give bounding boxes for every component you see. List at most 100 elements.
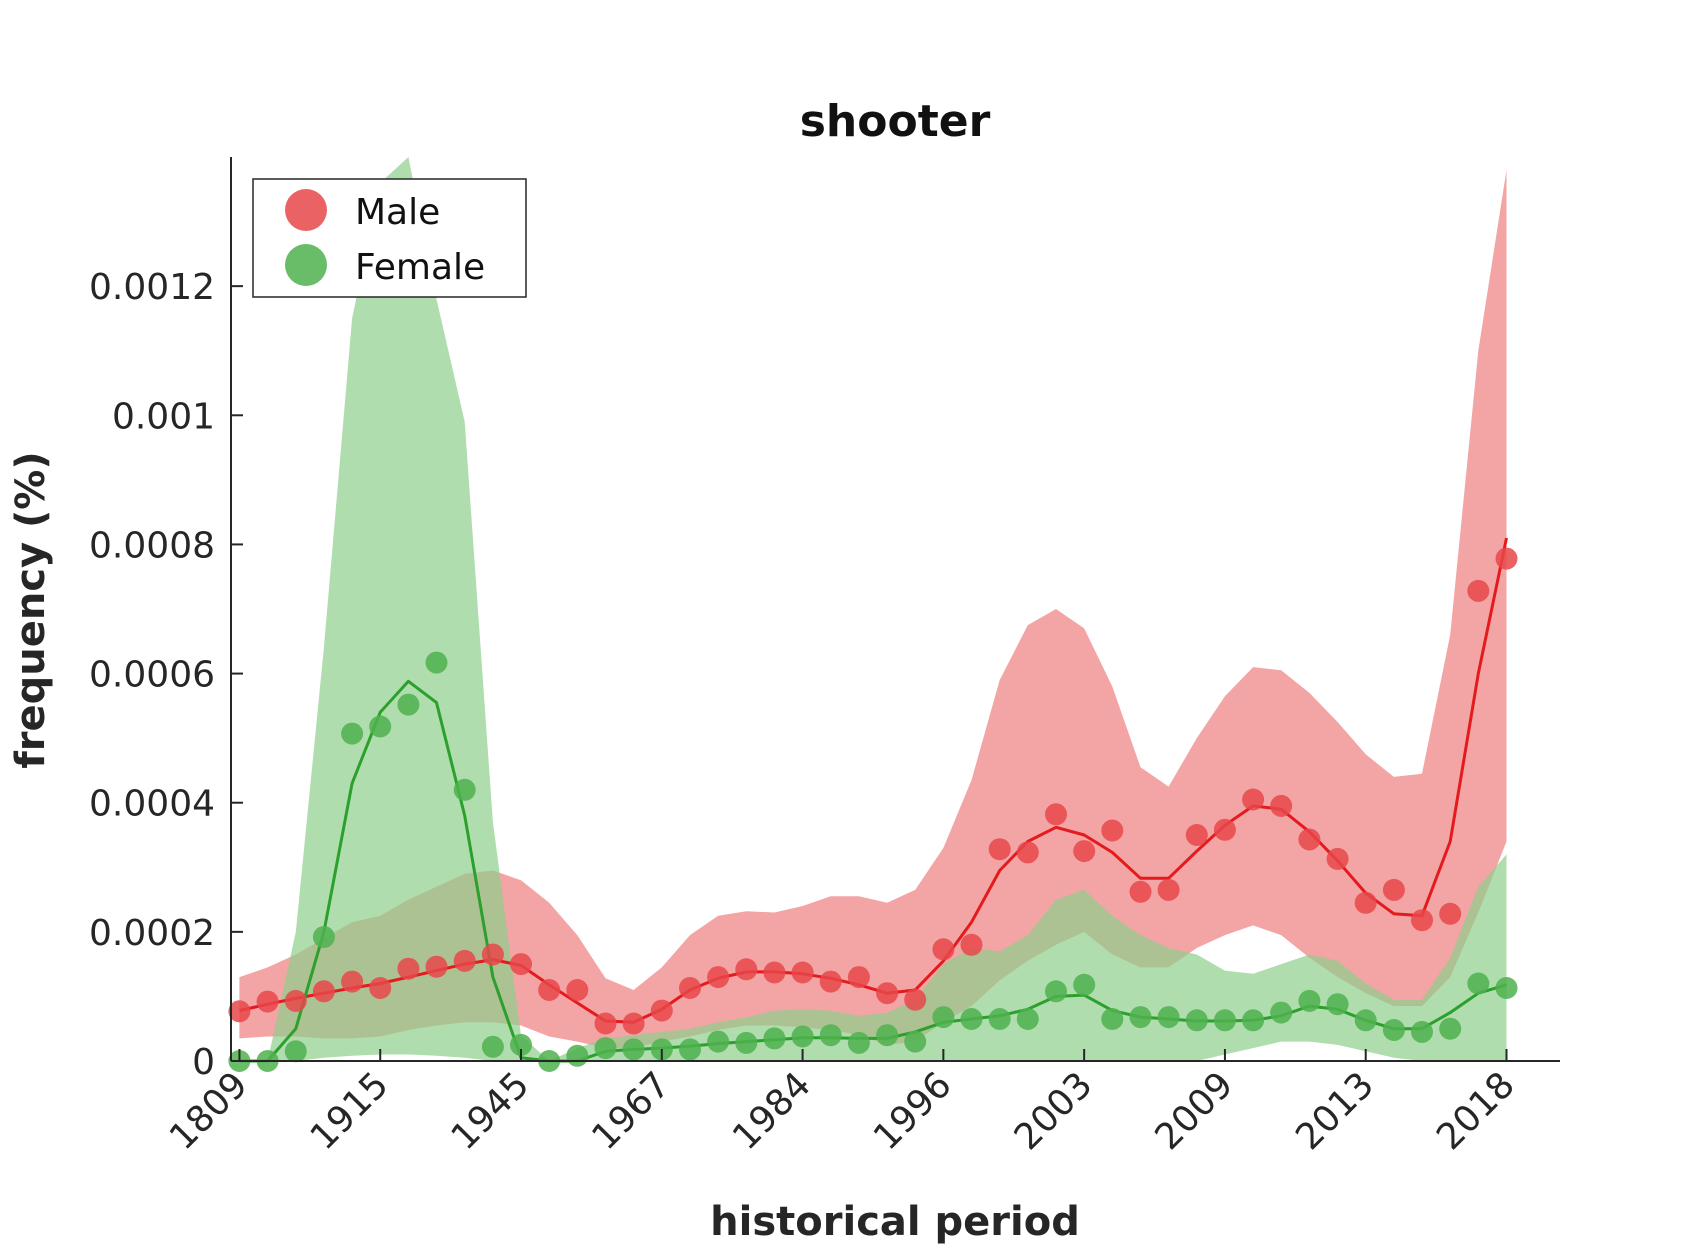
data-point-male (1467, 579, 1490, 602)
data-point-female (763, 1027, 786, 1050)
data-point-female (791, 1025, 814, 1048)
data-point-female (566, 1044, 589, 1067)
data-point-female (1213, 1009, 1236, 1032)
data-point-female (622, 1038, 645, 1061)
data-point-male (481, 943, 504, 966)
data-point-female (397, 693, 420, 716)
legend-marker-female (285, 244, 327, 286)
data-point-female (1129, 1006, 1152, 1029)
data-point-male (1354, 891, 1377, 914)
trend-line-female (239, 679, 1507, 1063)
data-point-female (1354, 1009, 1377, 1032)
data-points (228, 547, 1518, 1072)
data-point-male (1326, 847, 1349, 870)
data-point-male (1129, 880, 1152, 903)
data-point-female (1101, 1008, 1124, 1030)
data-point-male (932, 938, 955, 961)
data-point-male (369, 977, 392, 999)
data-point-male (1157, 878, 1180, 901)
data-point-female (453, 778, 476, 801)
data-point-male (453, 949, 476, 972)
y-tick-label: 0 (192, 1042, 215, 1083)
legend-label-male: Male (355, 192, 440, 233)
y-tick-label: 0.0002 (89, 913, 215, 954)
data-point-male (960, 933, 983, 956)
data-point-female (1270, 1001, 1293, 1024)
data-point-female (932, 1006, 955, 1029)
data-point-male (538, 979, 561, 1001)
y-ticks: 0 0.0002 0.0004 0.0006 0.0008 0.001 0.0012 (89, 267, 243, 1083)
data-point-female (988, 1008, 1011, 1030)
data-point-male (819, 970, 842, 993)
data-point-female (819, 1024, 842, 1047)
data-point-male (707, 966, 730, 989)
y-tick-label: 0.0004 (89, 784, 215, 825)
data-point-male (397, 957, 420, 980)
data-point-female (1073, 973, 1096, 996)
data-point-male (510, 953, 532, 976)
trend-lines (239, 537, 1508, 1063)
legend-label-female: Female (355, 247, 485, 288)
data-point-male (566, 979, 589, 1001)
data-point-female (1439, 1017, 1462, 1040)
data-point-female (284, 1040, 307, 1063)
data-point-male (1495, 547, 1518, 570)
data-point-female (679, 1038, 701, 1061)
data-point-female (1298, 989, 1321, 1012)
chart-title: shooter (800, 96, 991, 147)
data-point-female (1157, 1006, 1180, 1029)
data-point-male (256, 990, 279, 1013)
legend: Male Female (252, 178, 527, 298)
data-point-male (763, 961, 786, 984)
data-point-male (1298, 828, 1321, 851)
data-point-female (1242, 1009, 1265, 1032)
data-point-female (481, 1035, 504, 1058)
data-point-male (1045, 803, 1067, 826)
confidence-band-female (239, 157, 1507, 1061)
data-point-male (1101, 819, 1124, 842)
data-point-male (1439, 902, 1462, 925)
data-point-female (707, 1030, 730, 1053)
data-point-female (960, 1008, 983, 1030)
data-point-female (1326, 993, 1349, 1016)
data-point-female (1495, 977, 1518, 999)
data-point-male (425, 955, 448, 978)
data-point-male (791, 961, 814, 984)
data-point-male (1213, 818, 1236, 841)
data-point-male (679, 977, 701, 999)
data-point-male (847, 966, 870, 989)
y-tick-label: 0.001 (112, 396, 215, 437)
data-point-female (735, 1031, 758, 1054)
data-point-male (341, 970, 364, 993)
y-axis-label: frequency (%) (8, 451, 54, 768)
data-point-male (1411, 909, 1433, 932)
data-point-male (735, 958, 758, 981)
data-point-female (847, 1031, 870, 1054)
data-point-female (876, 1024, 899, 1047)
data-point-male (876, 982, 899, 1005)
data-point-male (1270, 794, 1293, 817)
data-point-male (228, 1000, 251, 1023)
data-point-male (312, 980, 335, 1003)
data-point-male (284, 989, 307, 1012)
data-point-male (1016, 841, 1039, 864)
data-point-male (1382, 878, 1405, 901)
data-point-male (904, 988, 927, 1011)
data-point-female (1467, 972, 1490, 995)
axes (230, 157, 1560, 1062)
y-tick-label: 0.0012 (89, 267, 215, 308)
data-point-female (1016, 1008, 1039, 1030)
x-axis-label: historical period (710, 1199, 1080, 1245)
data-point-male (622, 1012, 645, 1035)
data-point-female (904, 1030, 927, 1053)
data-point-female (1382, 1019, 1405, 1041)
data-point-male (594, 1012, 617, 1035)
data-point-female (1045, 980, 1067, 1003)
data-point-female (1185, 1009, 1208, 1032)
data-point-female (594, 1037, 617, 1060)
data-point-female (425, 651, 448, 674)
y-tick-label: 0.0006 (89, 655, 215, 696)
y-tick-label: 0.0008 (89, 525, 215, 566)
data-point-female (341, 722, 364, 745)
